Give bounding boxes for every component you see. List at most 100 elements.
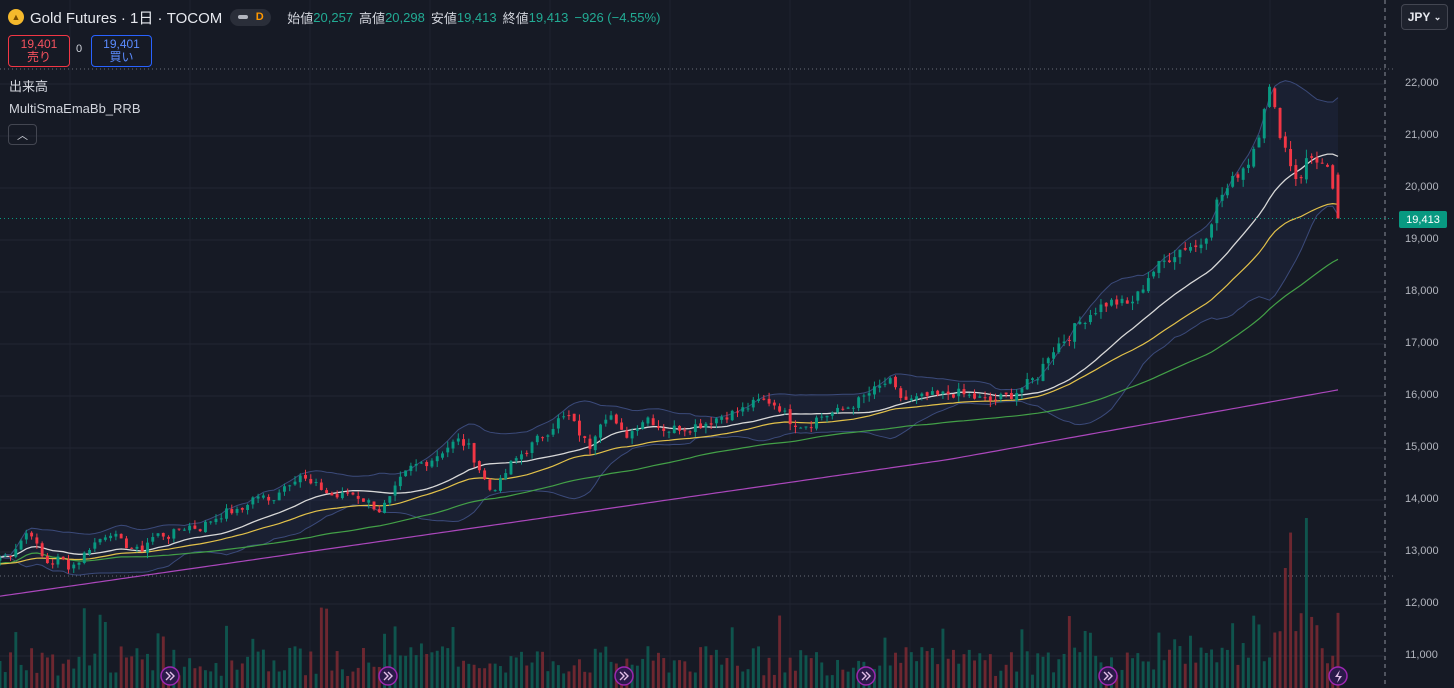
price-axis-tick: 18,000 <box>1405 285 1439 297</box>
candle-body <box>720 416 724 420</box>
symbol-title[interactable]: Gold Futures · 1日 · TOCOM <box>30 9 223 27</box>
candle-body <box>1004 392 1008 395</box>
volume-bar <box>988 654 992 688</box>
volume-bar <box>0 661 2 688</box>
candle-body <box>952 394 955 398</box>
volume-bar <box>346 675 350 688</box>
candle-body <box>1083 322 1087 324</box>
volume-bar <box>124 657 128 688</box>
multi-ma-indicator-label[interactable]: MultiSmaEmaBb_RRB <box>9 101 141 116</box>
volume-bar <box>767 657 771 688</box>
candle-body <box>857 397 861 408</box>
volume-bar <box>441 646 444 688</box>
candle-body <box>1183 248 1187 250</box>
volume-bar <box>472 664 476 688</box>
volume-bar <box>1315 625 1319 688</box>
candle-body <box>683 430 687 432</box>
price-axis-tick: 15,000 <box>1405 441 1439 453</box>
volume-bar <box>978 653 982 688</box>
candle-body <box>1110 299 1113 306</box>
candle-body <box>567 415 571 417</box>
currency-select[interactable]: JPY ⌄ <box>1401 4 1448 30</box>
volume-indicator-label[interactable]: 出来高 <box>9 79 49 94</box>
price-axis-tick: 21,000 <box>1405 129 1439 141</box>
volume-bar <box>1215 662 1219 688</box>
volume-bar <box>56 675 60 688</box>
candle-body <box>430 460 434 467</box>
candle-body <box>1136 291 1140 301</box>
candle-body <box>978 396 982 398</box>
candle-body <box>772 402 776 406</box>
candle-body <box>1167 260 1171 263</box>
buy-price: 19,401 <box>103 37 140 51</box>
candle-body <box>983 397 987 399</box>
dividend-event-icon[interactable] <box>614 666 634 686</box>
volume-bar <box>293 646 297 688</box>
candle-body <box>1125 300 1129 304</box>
candle-body <box>546 435 550 437</box>
volume-bar <box>657 652 660 688</box>
candle-body <box>1320 162 1324 164</box>
candle-body <box>946 391 950 395</box>
volume-bar <box>720 664 724 688</box>
price-axis-tick: 14,000 <box>1405 493 1439 505</box>
candle-body <box>736 411 739 413</box>
candle-body <box>504 473 508 480</box>
candle-body <box>1315 157 1319 163</box>
candle-body <box>493 490 497 492</box>
volume-bar <box>1241 643 1245 688</box>
volume-bar <box>51 654 55 688</box>
candle-body <box>1009 392 1013 399</box>
volume-bar <box>1225 649 1229 688</box>
candle-body <box>362 498 365 502</box>
dividend-event-icon[interactable] <box>378 666 398 686</box>
volume-bar <box>393 626 397 688</box>
chevron-down-icon: ⌄ <box>1433 11 1442 22</box>
volume-bar <box>962 654 966 688</box>
candle-body <box>962 389 966 395</box>
candle-body <box>425 462 429 467</box>
candle-body <box>657 426 660 429</box>
volume-bar <box>1062 653 1066 688</box>
market-status-pill[interactable]: D <box>230 8 272 26</box>
volume-bar <box>1015 671 1019 688</box>
volume-bar <box>1310 616 1314 688</box>
candle-body <box>256 496 260 499</box>
candle-body <box>182 529 186 531</box>
candle-body <box>725 417 729 420</box>
dividend-event-icon[interactable] <box>160 666 180 686</box>
volume-bar <box>899 662 903 688</box>
candle-body <box>815 417 818 429</box>
candle-body <box>30 532 34 537</box>
volume-bar <box>219 675 223 688</box>
high-label: 高値 <box>359 10 386 26</box>
dividend-event-icon[interactable] <box>1098 666 1118 686</box>
candle-body <box>488 479 492 490</box>
volume-bar <box>146 653 149 688</box>
volume-bar <box>1257 624 1261 688</box>
volume-bar <box>367 662 371 688</box>
lightning-event-icon[interactable] <box>1328 666 1348 686</box>
candle-body <box>14 549 18 557</box>
price-axis-tick: 13,000 <box>1405 545 1439 557</box>
volume-bar <box>467 663 471 688</box>
buy-button[interactable]: 19,401 買い <box>91 35 152 67</box>
candle-body <box>1215 199 1219 224</box>
volume-bar <box>30 648 34 688</box>
volume-bar <box>535 651 539 688</box>
candle-body <box>98 538 102 543</box>
candle-body <box>356 495 360 499</box>
sma-200-line <box>0 389 1339 597</box>
sell-button[interactable]: 19,401 売り <box>8 35 70 67</box>
volume-bar <box>272 660 276 688</box>
volume-bar <box>641 658 645 688</box>
candle-body <box>203 521 207 533</box>
candle-body <box>1157 260 1161 273</box>
volume-bar <box>1009 652 1013 688</box>
candle-body <box>562 416 566 418</box>
dividend-event-icon[interactable] <box>856 666 876 686</box>
candle-body <box>172 529 176 539</box>
collapse-indicators-button[interactable]: ︿ <box>8 124 37 145</box>
volume-bar <box>24 670 28 688</box>
